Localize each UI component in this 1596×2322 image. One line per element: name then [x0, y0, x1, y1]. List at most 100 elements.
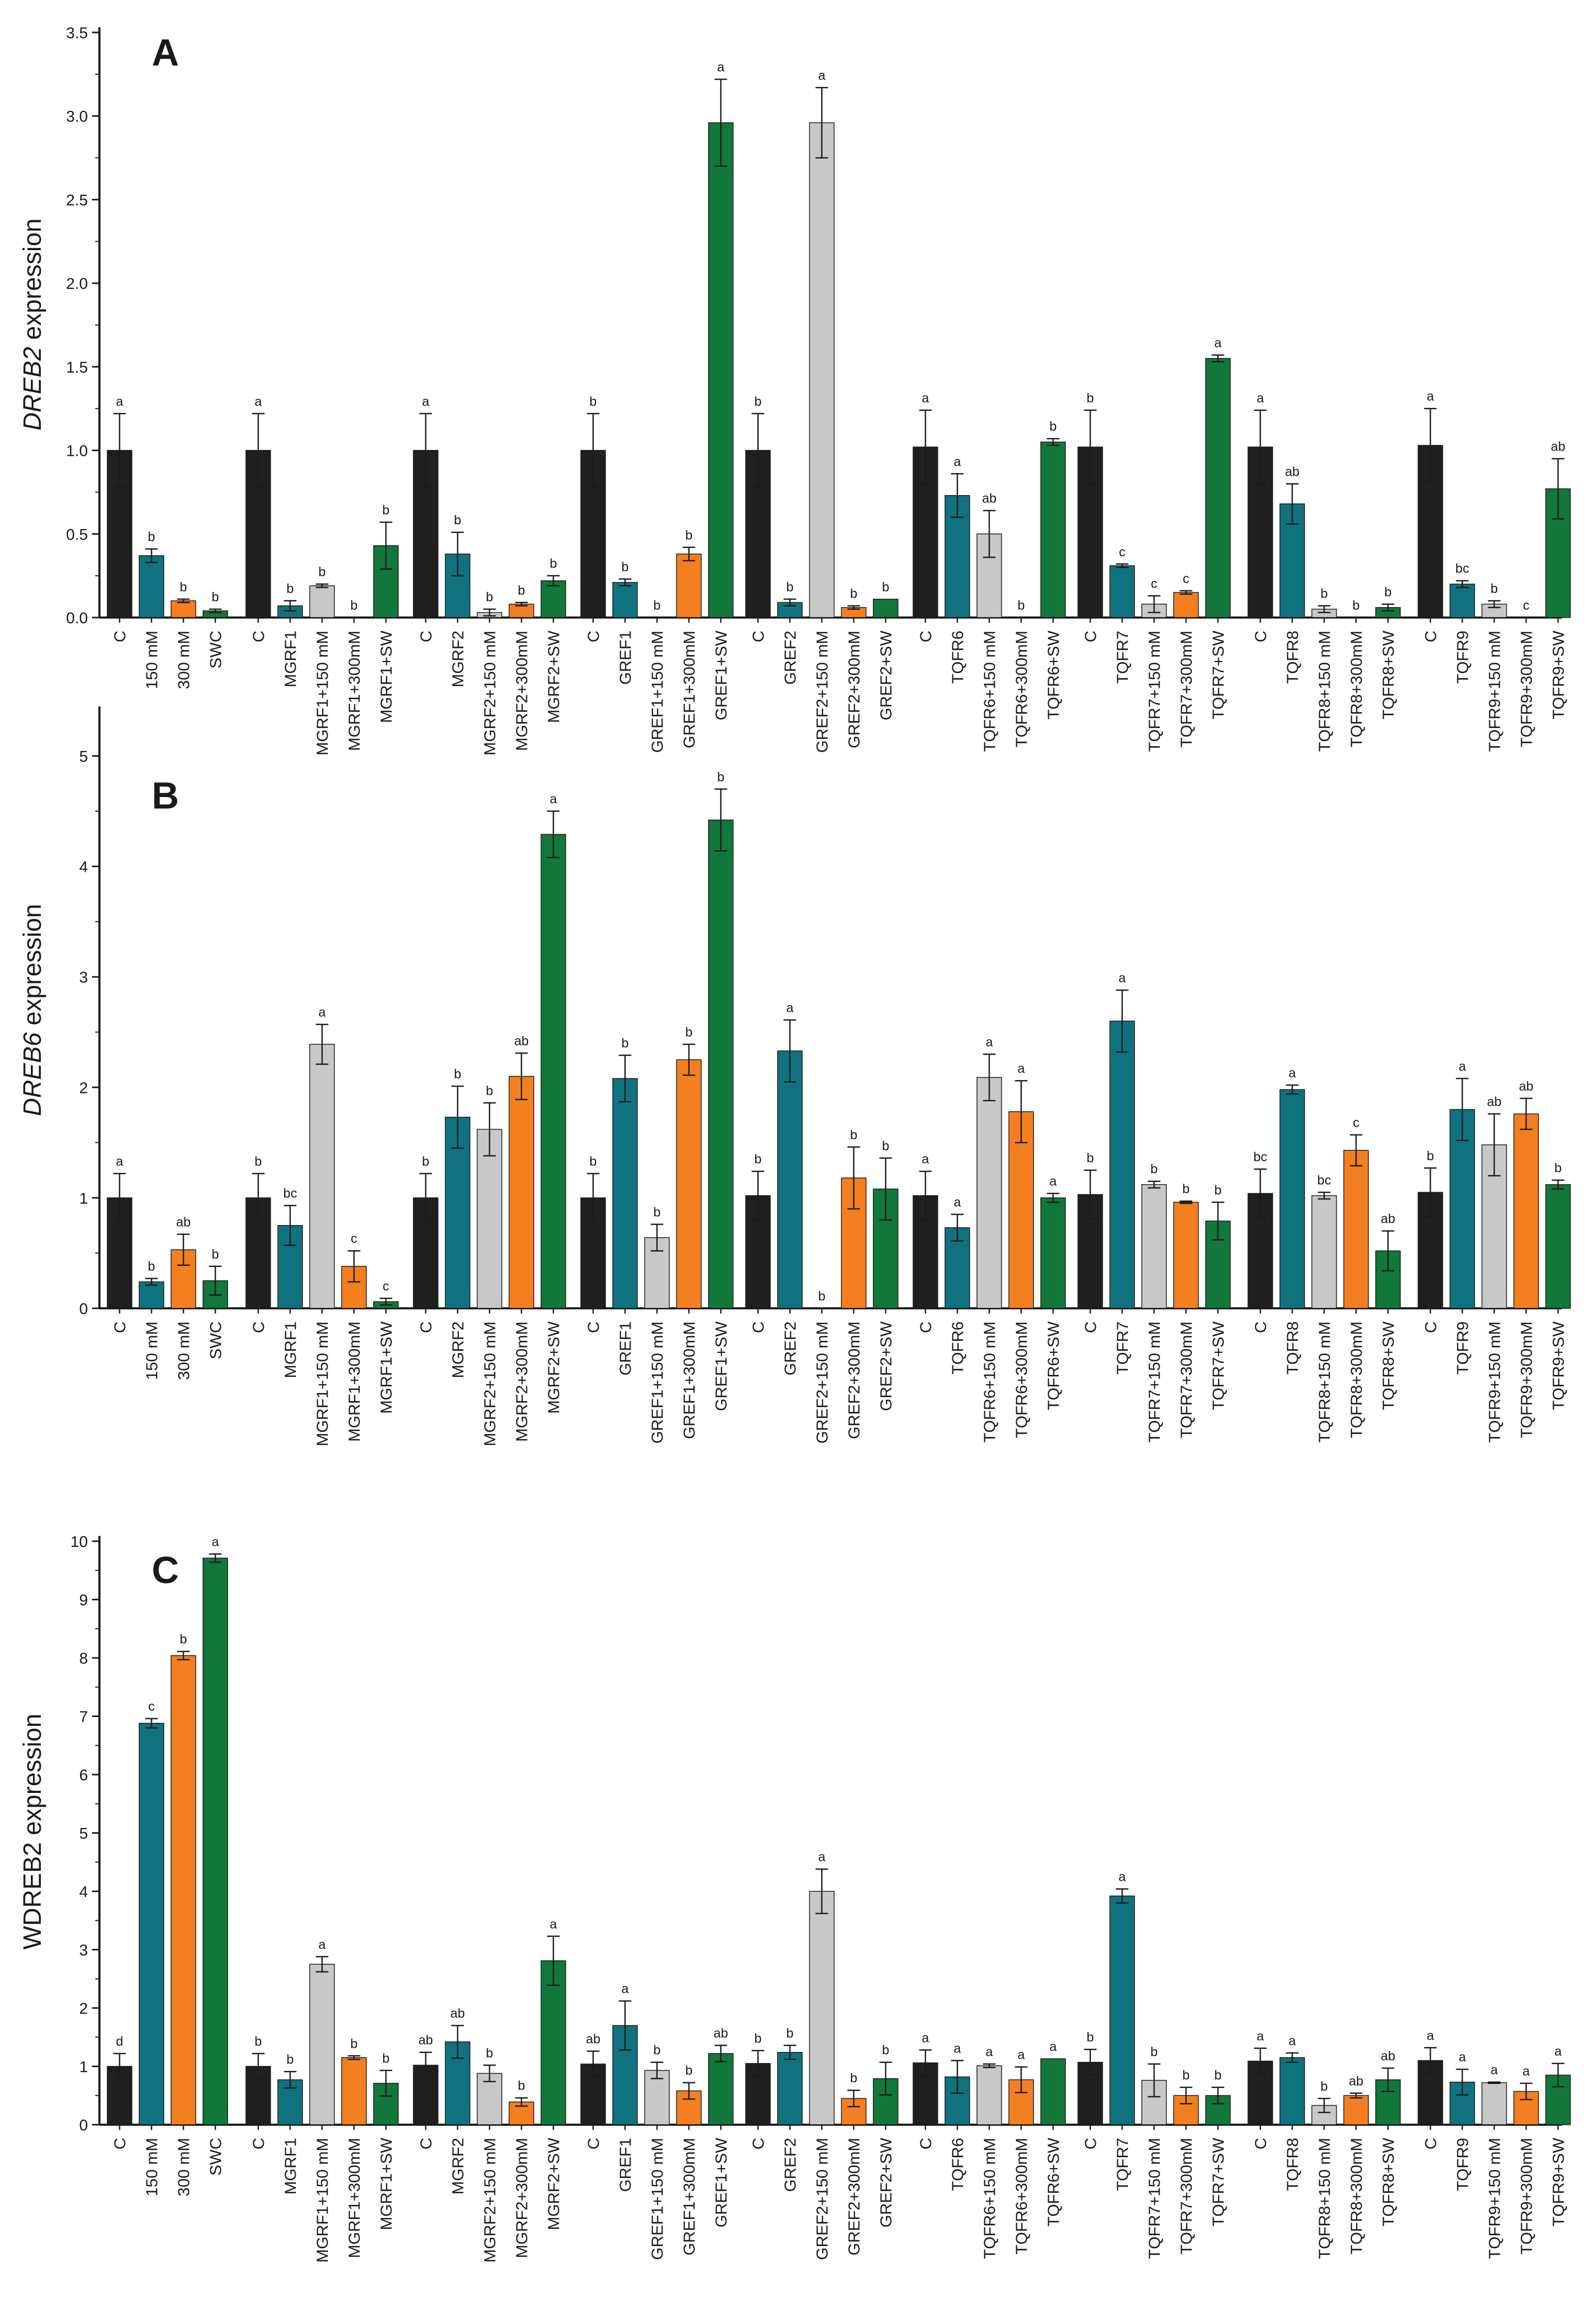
category-label: TQFR8+300mM — [1347, 1321, 1366, 1438]
significance-label: b — [685, 1025, 693, 1039]
category-label: TQFR6+SW — [1044, 1321, 1063, 1410]
significance-label: ab — [514, 1034, 529, 1048]
category-label: GREF1+SW — [712, 630, 730, 720]
category-label: TQFR9+300mM — [1518, 1321, 1536, 1438]
category-label: C — [1252, 631, 1270, 642]
y-tick-label: 2.5 — [66, 192, 88, 209]
category-label: C — [1422, 631, 1440, 642]
category-label: C — [417, 631, 435, 642]
panel-label: B — [152, 775, 179, 817]
category-label: MGRF1+300mM — [345, 2138, 364, 2258]
bar — [1109, 565, 1135, 618]
category-label: TQFR8+300mM — [1347, 631, 1366, 747]
category-label: MGRF2+300mM — [513, 631, 531, 751]
category-label: MGRF2+150 mM — [481, 2138, 499, 2263]
category-label: GREF2+SW — [877, 2137, 895, 2227]
panel-label: C — [152, 1550, 179, 1591]
significance-label: bc — [1317, 1173, 1331, 1187]
significance-label: bc — [1253, 1150, 1267, 1164]
category-label: MGRF1+300mM — [345, 631, 364, 751]
bar — [1008, 1111, 1034, 1309]
category-label: C — [585, 1321, 603, 1333]
category-label: TQFR6+300mM — [1013, 2138, 1031, 2254]
bar-group: b Ca TQFR7 b TQFR7+150 mM b TQFR7+300mM b TQFR7+… — [1077, 971, 1231, 1443]
significance-label: b — [351, 2036, 358, 2051]
significance-label: b — [590, 394, 597, 409]
significance-label: a — [550, 1917, 557, 1932]
category-label: TQFR7+150 mM — [1145, 631, 1164, 752]
significance-label: b — [755, 2031, 762, 2046]
bar-group: a Ca TQFR6 a TQFR6+150 mM a TQFR6+300mM a TQFR6+… — [913, 2031, 1066, 2259]
bar — [1173, 1202, 1199, 1309]
category-label: TQFR7+300mM — [1177, 2138, 1196, 2254]
bar — [541, 1960, 566, 2125]
category-label: GREF2+150 mM — [813, 1321, 831, 1443]
category-label: GREF1 — [616, 2138, 635, 2192]
significance-label: a — [1050, 1174, 1057, 1188]
significance-label: ab — [1381, 2049, 1396, 2063]
category-label: TQFR6 — [949, 1321, 967, 1375]
significance-label: b — [1215, 1183, 1222, 1197]
category-label: GREF2+300mM — [845, 1321, 863, 1439]
category-label: 300 mM — [175, 631, 193, 689]
bar — [612, 1078, 638, 1309]
significance-label: a — [116, 394, 123, 409]
bar — [1513, 1113, 1539, 1309]
category-label: MGRF1+150 mM — [313, 631, 332, 756]
y-axis-label: DREB2 expression — [19, 218, 47, 431]
category-label: C — [1422, 2138, 1440, 2149]
bar — [777, 2051, 803, 2125]
panel-C: 0 1 2 3 4 5 6 7 8 9 10 WDREB2 expression Cd Cc 150 mM b… — [19, 1533, 1571, 2263]
bar-group: ab Ca GREF1 b GREF1+150 mM b GREF1+300mM ab GREF… — [580, 1982, 734, 2260]
significance-label: a — [1427, 2028, 1434, 2043]
significance-label: b — [717, 770, 725, 784]
significance-label: b — [1087, 391, 1094, 406]
category-label: MGRF1+150 mM — [313, 1321, 332, 1446]
significance-label: b — [454, 1067, 462, 1082]
bar-group: b Cb MGRF1 a MGRF1+150 mM b MGRF1+300mM b MGRF1+… — [245, 1937, 399, 2263]
bar — [171, 1655, 196, 2125]
y-tick-label: 1 — [79, 1190, 88, 1207]
category-label: GREF2+150 mM — [813, 631, 831, 753]
significance-label: b — [287, 2052, 294, 2067]
y-tick-label: 6 — [79, 1767, 88, 1784]
category-label: TQFR7+SW — [1209, 2137, 1228, 2226]
category-label: C — [1082, 631, 1100, 642]
significance-label: a — [1427, 389, 1434, 404]
category-label: GREF2+SW — [877, 630, 895, 720]
significance-label: c — [383, 1279, 389, 1294]
y-tick-label: 0.0 — [66, 610, 88, 627]
bar — [1343, 2095, 1369, 2125]
bar-group: b Cb MGRF2 b MGRF2+150 mM ab MGRF2+300mM a MGRF2… — [413, 792, 566, 1446]
significance-label: b — [1385, 585, 1392, 599]
significance-label: b — [486, 1083, 493, 1098]
bar — [809, 1891, 835, 2125]
panel-label: A — [152, 32, 179, 74]
significance-label: b — [212, 590, 219, 604]
significance-label: b — [1353, 598, 1360, 613]
category-label: TQFR6+SW — [1044, 2137, 1063, 2226]
category-label: C — [917, 631, 935, 642]
bar — [1449, 584, 1475, 618]
category-label: GREF2+SW — [877, 1321, 895, 1411]
significance-label: a — [717, 60, 725, 74]
category-label: GREF1+300mM — [680, 631, 699, 748]
category-label: TQFR9+150 mM — [1486, 1321, 1504, 1443]
significance-label: b — [622, 560, 629, 575]
bar — [708, 122, 734, 618]
y-axis-label: DREB6 expression — [19, 904, 47, 1116]
bar-group: a Cbc TQFR9 b TQFR9+150 mM c TQFR9+300mM ab TQFR… — [1418, 389, 1571, 752]
category-label: C — [917, 2138, 935, 2149]
significance-label: b — [383, 2051, 390, 2066]
significance-label: b — [755, 394, 762, 409]
bar-group: a Ca TQFR6 ab TQFR6+150 mM b TQFR6+300mM b TQFR6… — [913, 391, 1066, 752]
y-tick-label: 2 — [79, 1080, 88, 1097]
significance-label: a — [1257, 391, 1264, 406]
significance-label: ab — [451, 2006, 465, 2021]
category-label: MGRF2+300mM — [513, 1321, 531, 1442]
y-axis-label-italic: DREB6 — [19, 1032, 47, 1116]
significance-label: b — [180, 580, 187, 594]
significance-label: a — [550, 792, 557, 806]
significance-label: b — [550, 556, 557, 571]
bar — [1040, 441, 1066, 618]
